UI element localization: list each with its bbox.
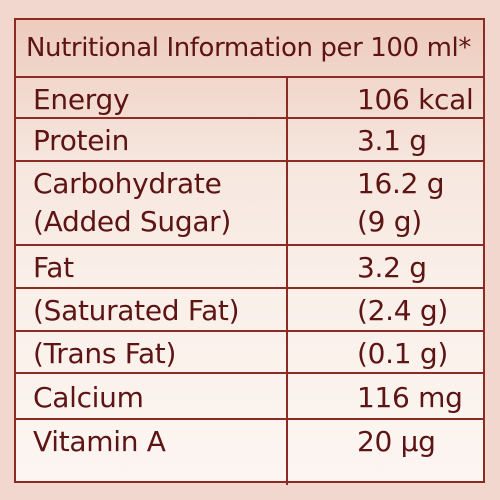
- nutrient-amount: 3.2 g: [357, 251, 427, 284]
- nutrient-name: Vitamin A: [33, 425, 166, 458]
- nutrient-subname: (Added Sugar): [33, 205, 232, 238]
- nutrition-panel: Nutritional Information per 100 ml* Ener…: [14, 18, 485, 485]
- table-row-calcium: Calcium 116 mg: [16, 374, 483, 420]
- nutrient-name: Energy: [33, 83, 130, 116]
- nutrient-name: Carbohydrate: [33, 167, 222, 200]
- table-row-vitamin-a: Vitamin A 20 µg: [16, 420, 483, 485]
- nutrient-subamount: (9 g): [357, 205, 422, 238]
- table-row-protein: Protein 3.1 g: [16, 119, 483, 162]
- column-divider: [286, 78, 288, 485]
- table-row-energy: Energy 106 kcal: [16, 78, 483, 119]
- nutrient-name: (Saturated Fat): [33, 294, 240, 327]
- nutrient-name: Calcium: [33, 381, 144, 414]
- nutrient-amount: 116 mg: [357, 381, 463, 414]
- nutrient-amount: (0.1 g): [357, 337, 448, 370]
- nutrition-table: Energy 106 kcal Protein 3.1 g Carbohydra…: [16, 76, 483, 485]
- nutrient-amount: 20 µg: [357, 425, 436, 458]
- table-title: Nutritional Information per 100 ml*: [26, 33, 471, 63]
- nutrient-amount: 106 kcal: [357, 83, 474, 116]
- nutrient-amount: (2.4 g): [357, 294, 448, 327]
- nutrient-amount: 3.1 g: [357, 124, 427, 157]
- nutrient-amount: 16.2 g: [357, 167, 445, 200]
- table-row-carbohydrate: Carbohydrate (Added Sugar) 16.2 g (9 g): [16, 162, 483, 246]
- table-row-trans-fat: (Trans Fat) (0.1 g): [16, 332, 483, 374]
- table-row-fat: Fat 3.2 g: [16, 246, 483, 289]
- nutrient-name: Fat: [33, 251, 74, 284]
- nutrient-name: Protein: [33, 124, 130, 157]
- nutrient-name: (Trans Fat): [33, 337, 177, 370]
- table-row-saturated-fat: (Saturated Fat) (2.4 g): [16, 289, 483, 332]
